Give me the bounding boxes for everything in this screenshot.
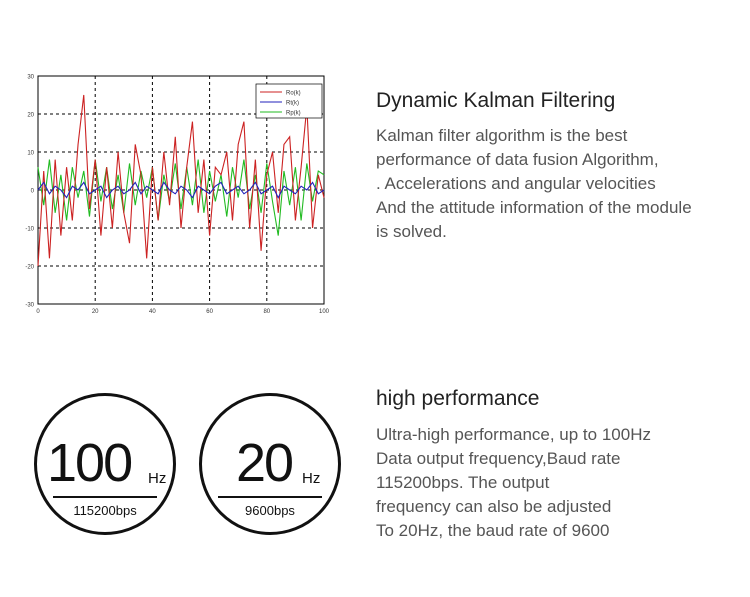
kalman-line: . Accelerations and angular velocities [376, 174, 656, 193]
y-tick-label: 0 [31, 189, 35, 195]
x-tick-label: 0 [36, 309, 40, 315]
legend-label: Rt(k) [286, 101, 299, 107]
y-tick-label: 30 [27, 75, 34, 81]
badge-value: 100 [47, 433, 133, 493]
legend-box [255, 83, 323, 119]
badge-divider [53, 496, 157, 498]
y-tick-label: -30 [25, 303, 34, 309]
chart-container: 30 20 10 0 -10 -20 -30 0 20 40 60 80 100 Ro(k) Rt(k) Rp… [18, 70, 340, 318]
kalman-line: Kalman filter algorithm is the best [376, 126, 628, 145]
badge-baud: 115200bps [73, 503, 137, 518]
kalman-title: Dynamic Kalman Filtering [376, 89, 616, 112]
badge-unit: Hz [302, 470, 321, 487]
y-tick-label: 20 [27, 113, 34, 119]
x-tick-label: 60 [206, 309, 213, 315]
y-tick-label: 10 [27, 151, 34, 157]
x-tick-label: 20 [92, 309, 99, 315]
performance-line: Data output frequency,Baud rate [376, 449, 621, 468]
badge-divider [218, 496, 322, 498]
series-line-rok [37, 94, 325, 267]
legend-label: Ro(k) [286, 91, 301, 97]
performance-description: Ultra-high performance, up to 100Hz Data… [376, 423, 651, 543]
badge-100hz: 100 Hz 115200bps [34, 393, 176, 535]
kalman-description: Kalman filter algorithm is the best perf… [376, 124, 692, 244]
legend-label: Rp(k) [286, 111, 301, 117]
kalman-line: is solved. [376, 222, 447, 241]
badge-baud: 9600bps [245, 503, 295, 518]
performance-line: Ultra-high performance, up to 100Hz [376, 425, 651, 444]
y-tick-label: -20 [25, 265, 34, 271]
x-tick-label: 80 [263, 309, 270, 315]
series-line-rtk [37, 181, 325, 199]
badge-value: 20 [236, 433, 294, 493]
performance-line: To 20Hz, the baud rate of 9600 [376, 521, 610, 540]
performance-line: frequency can also be adjusted [376, 497, 612, 516]
performance-line: 115200bps. The output [376, 473, 550, 492]
badge-unit: Hz [148, 470, 167, 487]
badge-20hz: 20 Hz 9600bps [199, 393, 341, 535]
kalman-line: performance of data fusion Algorithm, [376, 150, 659, 169]
kalman-line: And the attitude information of the modu… [376, 198, 692, 217]
performance-title: high performance [376, 387, 540, 410]
y-tick-label: -10 [25, 227, 34, 233]
x-tick-label: 100 [319, 309, 330, 315]
x-tick-label: 40 [149, 309, 156, 315]
